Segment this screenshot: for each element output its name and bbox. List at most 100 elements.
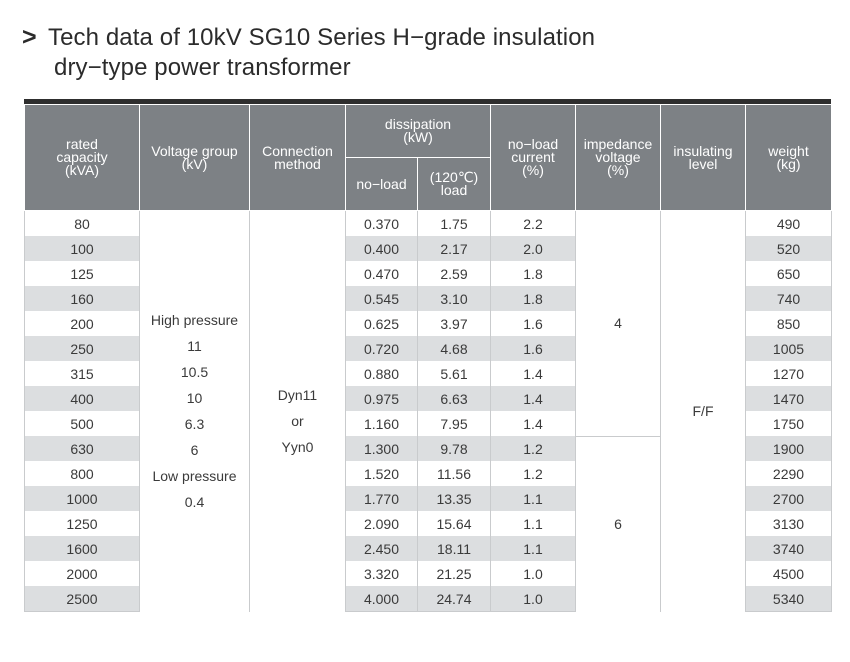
cell-dissipation-noload: 1.300 <box>345 436 418 461</box>
cell-rated-capacity: 1600 <box>24 536 140 561</box>
cell-noload-current: 1.4 <box>490 386 576 411</box>
cell-weight: 1750 <box>745 411 832 436</box>
cell-weight: 5340 <box>745 586 832 612</box>
cell-weight: 2290 <box>745 461 832 486</box>
header-insulating-level: insulating level <box>660 104 746 211</box>
cell-rated-capacity: 100 <box>24 236 140 261</box>
cell-dissipation-load: 13.35 <box>417 486 491 511</box>
cell-rated-capacity: 1250 <box>24 511 140 536</box>
header-rated-capacity: rated capacity (kVA) <box>24 104 140 211</box>
cell-impedance-voltage-4: 4 <box>575 210 661 437</box>
cell-noload-current: 1.8 <box>490 286 576 311</box>
cell-dissipation-noload: 3.320 <box>345 561 418 586</box>
table-row: 800 1.520 11.56 1.2 2290 <box>24 461 832 486</box>
cell-rated-capacity: 1000 <box>24 486 140 511</box>
table-row: 400 0.975 6.63 1.4 1470 <box>24 386 832 411</box>
cell-noload-current: 1.8 <box>490 261 576 286</box>
cell-dissipation-noload: 0.880 <box>345 361 418 386</box>
table-top-rule <box>24 99 831 104</box>
table-row: 2500 4.000 24.74 1.0 5340 <box>24 586 832 612</box>
header-noload-current: no−load current (%) <box>490 104 576 211</box>
table-row: 1600 2.450 18.11 1.1 3740 <box>24 536 832 561</box>
cell-dissipation-load: 2.59 <box>417 261 491 286</box>
cell-dissipation-noload: 0.625 <box>345 311 418 336</box>
table-row: 630 1.300 9.78 1.2 6 1900 <box>24 436 832 612</box>
table-row: 1000 1.770 13.35 1.1 2700 <box>24 486 832 511</box>
header-dissipation-load: (120℃) load <box>417 157 491 211</box>
cell-noload-current: 1.1 <box>490 511 576 536</box>
header-voltage-group: Voltage group (kV) <box>139 104 250 211</box>
cell-dissipation-noload: 0.370 <box>345 210 418 236</box>
cell-weight: 1270 <box>745 361 832 386</box>
cell-noload-current: 2.2 <box>490 210 576 236</box>
cell-dissipation-noload: 2.450 <box>345 536 418 561</box>
cell-dissipation-load: 3.97 <box>417 311 491 336</box>
cell-dissipation-noload: 1.770 <box>345 486 418 511</box>
cell-rated-capacity: 315 <box>24 361 140 386</box>
cell-weight: 2700 <box>745 486 832 511</box>
voltage-group-line: 10.5 <box>180 364 209 381</box>
cell-connection-method: Dyn11 or Yyn0 <box>249 210 346 612</box>
cell-rated-capacity: 630 <box>24 436 140 461</box>
header-connection-method: Connection method <box>249 104 346 211</box>
table-header: rated capacity (kVA) Voltage group (kV) … <box>24 104 832 211</box>
cell-weight: 4500 <box>745 561 832 586</box>
header-weight: weight (kg) <box>745 104 832 211</box>
voltage-group-line: High pressure <box>150 312 239 329</box>
spec-table: rated capacity (kVA) Voltage group (kV) … <box>24 104 832 612</box>
cell-weight: 490 <box>745 210 832 236</box>
cell-weight: 650 <box>745 261 832 286</box>
table-row: 160 0.545 3.10 1.8 740 <box>24 286 832 311</box>
cell-noload-current: 2.0 <box>490 236 576 261</box>
cell-weight: 1470 <box>745 386 832 411</box>
voltage-group-line: Low pressure <box>152 468 237 485</box>
cell-dissipation-load: 6.63 <box>417 386 491 411</box>
voltage-group-line: 6.3 <box>184 416 205 433</box>
cell-noload-current: 1.4 <box>490 411 576 436</box>
connection-line: or <box>291 413 304 430</box>
cell-noload-current: 1.4 <box>490 361 576 386</box>
connection-line: Yyn0 <box>281 439 314 456</box>
cell-rated-capacity: 2500 <box>24 586 140 612</box>
cell-noload-current: 1.2 <box>490 436 576 461</box>
cell-insulating-level: F/F <box>660 210 746 612</box>
cell-dissipation-noload: 1.160 <box>345 411 418 436</box>
page-title: > Tech data of 10kV SG10 Series H−grade i… <box>22 22 595 83</box>
cell-weight: 740 <box>745 286 832 311</box>
cell-dissipation-load: 2.17 <box>417 236 491 261</box>
table-row: 100 0.400 2.17 2.0 520 <box>24 236 832 261</box>
cell-weight: 3740 <box>745 536 832 561</box>
cell-voltage-group: High pressure 11 10.5 10 6.3 6 Low pressure 0.4 <box>139 210 250 612</box>
cell-dissipation-load: 7.95 <box>417 411 491 436</box>
cell-dissipation-load: 9.78 <box>417 436 491 461</box>
header-impedance-voltage: impedance voltage (%) <box>575 104 661 211</box>
cell-dissipation-load: 21.25 <box>417 561 491 586</box>
table-row: 125 0.470 2.59 1.8 650 <box>24 261 832 286</box>
cell-dissipation-noload: 4.000 <box>345 586 418 612</box>
cell-dissipation-load: 4.68 <box>417 336 491 361</box>
cell-dissipation-noload: 0.400 <box>345 236 418 261</box>
cell-weight: 1900 <box>745 436 832 461</box>
table-row: 2000 3.320 21.25 1.0 4500 <box>24 561 832 586</box>
cell-rated-capacity: 200 <box>24 311 140 336</box>
cell-rated-capacity: 80 <box>24 210 140 236</box>
cell-noload-current: 1.1 <box>490 536 576 561</box>
cell-dissipation-load: 18.11 <box>417 536 491 561</box>
connection-line: Dyn11 <box>277 387 318 404</box>
table-row: 250 0.720 4.68 1.6 1005 <box>24 336 832 361</box>
cell-rated-capacity: 400 <box>24 386 140 411</box>
cell-weight: 3130 <box>745 511 832 536</box>
table-row: 315 0.880 5.61 1.4 1270 <box>24 361 832 386</box>
cell-weight: 850 <box>745 311 832 336</box>
table-row: 500 1.160 7.95 1.4 1750 <box>24 411 832 436</box>
voltage-group-line: 6 <box>190 442 199 459</box>
cell-dissipation-load: 11.56 <box>417 461 491 486</box>
cell-rated-capacity: 125 <box>24 261 140 286</box>
cell-weight: 520 <box>745 236 832 261</box>
table-row: 200 0.625 3.97 1.6 850 <box>24 311 832 336</box>
cell-weight: 1005 <box>745 336 832 361</box>
cell-rated-capacity: 250 <box>24 336 140 361</box>
cell-dissipation-noload: 2.090 <box>345 511 418 536</box>
voltage-group-line: 0.4 <box>184 494 205 511</box>
cell-dissipation-load: 3.10 <box>417 286 491 311</box>
